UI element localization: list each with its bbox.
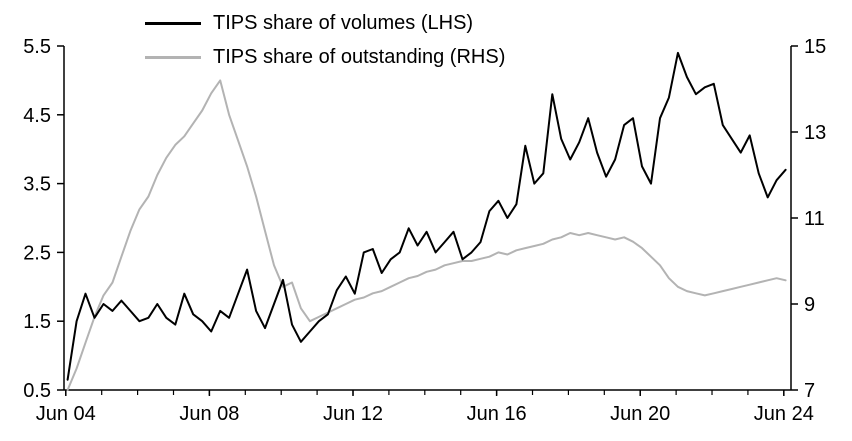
svg-text:15: 15 bbox=[804, 36, 826, 58]
legend-item-volumes: TIPS share of volumes (LHS) bbox=[145, 6, 505, 40]
legend-line-volumes-icon bbox=[145, 21, 201, 25]
svg-text:7: 7 bbox=[804, 380, 815, 402]
svg-text:Jun 04: Jun 04 bbox=[36, 403, 96, 425]
legend-label-volumes: TIPS share of volumes (LHS) bbox=[213, 11, 474, 34]
chart-legend: TIPS share of volumes (LHS) TIPS share o… bbox=[145, 6, 505, 74]
svg-text:Jun 24: Jun 24 bbox=[754, 403, 814, 425]
svg-text:Jun 08: Jun 08 bbox=[179, 403, 239, 425]
legend-line-outstanding-icon bbox=[145, 55, 201, 59]
legend-item-outstanding: TIPS share of outstanding (RHS) bbox=[145, 40, 505, 74]
svg-text:5.5: 5.5 bbox=[23, 36, 51, 58]
svg-text:9: 9 bbox=[804, 294, 815, 316]
svg-text:0.5: 0.5 bbox=[23, 380, 51, 402]
svg-text:13: 13 bbox=[804, 122, 826, 144]
svg-text:Jun 20: Jun 20 bbox=[610, 403, 670, 425]
svg-text:11: 11 bbox=[804, 208, 825, 230]
svg-text:Jun 12: Jun 12 bbox=[323, 403, 383, 425]
legend-label-outstanding: TIPS share of outstanding (RHS) bbox=[213, 45, 506, 68]
svg-text:Jun 16: Jun 16 bbox=[467, 403, 527, 425]
svg-text:3.5: 3.5 bbox=[23, 174, 51, 196]
svg-text:1.5: 1.5 bbox=[23, 311, 51, 333]
svg-text:2.5: 2.5 bbox=[23, 242, 51, 264]
svg-text:4.5: 4.5 bbox=[23, 105, 51, 127]
